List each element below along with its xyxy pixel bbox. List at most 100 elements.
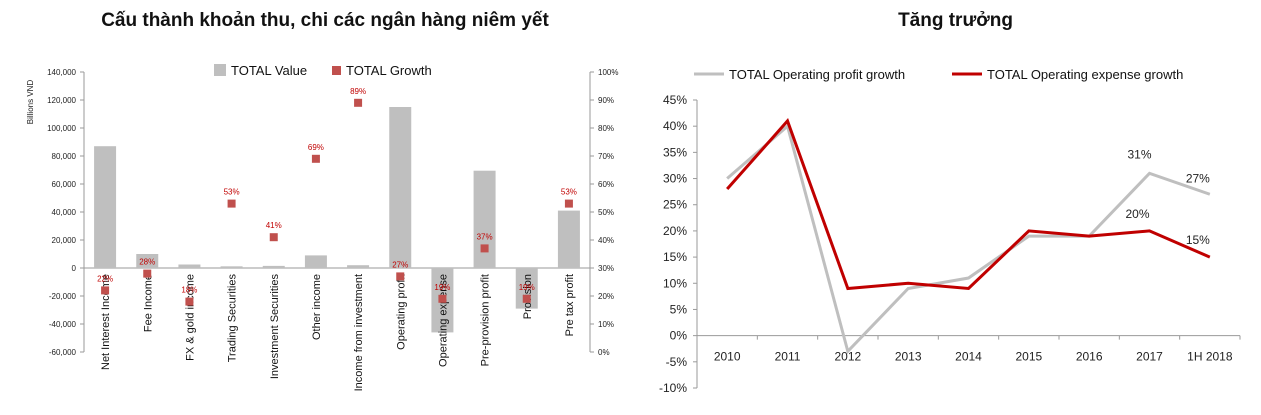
growth-data-label: 27%: [392, 260, 408, 269]
line-data-label: 31%: [1127, 147, 1151, 161]
y2-tick-label: 100%: [598, 68, 618, 77]
series-line-operating-expense: [726, 118, 1211, 291]
x-category-label: 2010: [714, 350, 741, 364]
y2-tick-label: 0%: [598, 348, 610, 357]
x-category-label: Net Interest Income: [100, 274, 112, 370]
growth-marker: [101, 286, 110, 295]
growth-marker: [269, 233, 278, 242]
y-tick-label: 15%: [663, 250, 687, 264]
growth-data-label: 19%: [519, 283, 535, 292]
y2-tick-label: 30%: [598, 264, 614, 273]
y-tick-label: 0: [72, 264, 77, 273]
line-data-label: 20%: [1125, 207, 1149, 221]
y-tick-label: -40,000: [49, 320, 77, 329]
growth-marker: [185, 297, 194, 306]
y-axis-label: Billions VND: [26, 80, 35, 125]
growth-marker: [311, 154, 320, 163]
x-category-label: 2015: [1015, 350, 1042, 364]
line-data-label: 27%: [1186, 171, 1210, 185]
legend-swatch-value: [214, 64, 226, 76]
y2-tick-label: 70%: [598, 152, 614, 161]
y2-tick-label: 80%: [598, 124, 614, 133]
growth-marker: [480, 244, 489, 253]
bar-value: [94, 146, 117, 268]
y-tick-label: -5%: [666, 355, 688, 369]
y-tick-label: 80,000: [52, 152, 77, 161]
y-tick-label: -60,000: [49, 348, 77, 357]
x-category-label: Fee Income: [142, 274, 154, 332]
x-category-label: 2011: [775, 350, 801, 364]
bar-value: [136, 254, 159, 268]
y-tick-label: -20,000: [49, 292, 77, 301]
y2-tick-label: 40%: [598, 236, 614, 245]
growth-data-label: 69%: [308, 143, 324, 152]
x-category-label: 2016: [1076, 350, 1103, 364]
y-tick-label: 20,000: [52, 236, 77, 245]
line-data-label: 15%: [1186, 233, 1210, 247]
bar-value: [515, 268, 538, 309]
x-category-label: Pre tax profit: [564, 274, 576, 336]
bar-chart-left: -60,000 -40,000 -20,000 0 20,000 40,000 60,000…: [26, 63, 618, 391]
y-tick-label: 40%: [663, 119, 687, 133]
y-tick-label: 10%: [663, 276, 687, 290]
legend-label-growth: TOTAL Growth: [346, 63, 432, 78]
y2-tick-label: 60%: [598, 180, 614, 189]
x-category-label: 2013: [895, 350, 922, 364]
growth-data-label: 53%: [561, 188, 577, 197]
x-category-label: Operating profit: [395, 274, 407, 350]
growth-data-label: 37%: [477, 232, 493, 241]
y-tick-label: 60,000: [52, 180, 77, 189]
x-category-label: 2014: [955, 350, 982, 364]
bar-value: [557, 210, 580, 268]
growth-marker: [522, 294, 531, 303]
y2-tick-label: 20%: [598, 292, 614, 301]
growth-data-label: 28%: [139, 258, 155, 267]
chart-title-left: Cấu thành khoản thu, chi các ngân hàng n…: [101, 10, 549, 31]
y-tick-label: 45%: [663, 93, 687, 107]
growth-data-label: 53%: [224, 188, 240, 197]
y2-tick-label: 50%: [598, 208, 614, 217]
y-tick-label: 140,000: [47, 68, 76, 77]
y-tick-label: -10%: [659, 381, 687, 395]
bar-value: [262, 265, 285, 268]
bar-value: [473, 170, 496, 268]
y-tick-label: 100,000: [47, 124, 76, 133]
growth-data-label: 89%: [350, 87, 366, 96]
x-category-label: 2012: [834, 350, 861, 364]
growth-marker: [143, 269, 152, 278]
x-category-label: 1H 2018: [1187, 350, 1233, 364]
growth-data-label: 22%: [97, 274, 113, 283]
series-line-operating-profit: [726, 123, 1211, 355]
legend-label-operating-expense: TOTAL Operating expense growth: [987, 67, 1183, 82]
growth-marker: [438, 294, 447, 303]
x-category-label: Other income: [311, 274, 323, 340]
x-category-label: Investment Securities: [269, 274, 281, 380]
growth-data-label: 19%: [434, 283, 450, 292]
bar-value: [304, 255, 327, 268]
x-category-label: FX & gold income: [184, 274, 196, 361]
y2-tick-label: 10%: [598, 320, 614, 329]
legend-label-operating-profit: TOTAL Operating profit growth: [729, 67, 905, 82]
growth-marker: [354, 98, 363, 107]
growth-data-label: 18%: [181, 286, 197, 295]
x-category-label: 2017: [1136, 350, 1163, 364]
bar-value: [347, 265, 370, 268]
y-tick-label: 0%: [670, 329, 688, 343]
bar-value: [178, 264, 201, 268]
y2-tick-label: 90%: [598, 96, 614, 105]
y-tick-label: 120,000: [47, 96, 76, 105]
legend-swatch-growth: [332, 66, 341, 75]
y-tick-label: 30%: [663, 172, 687, 186]
bar-value: [220, 266, 243, 268]
y-tick-label: 5%: [670, 302, 688, 316]
y-tick-label: 25%: [663, 198, 687, 212]
growth-marker: [227, 199, 236, 208]
x-category-label: Trading Securities: [227, 274, 239, 363]
y-tick-label: 20%: [663, 224, 687, 238]
x-category-label: Income from investment: [353, 274, 365, 391]
bar-value: [389, 107, 412, 268]
chart-title-right: Tăng trưởng: [898, 10, 1013, 31]
x-category-label: Pre-provision profit: [480, 274, 492, 366]
y-tick-label: 40,000: [52, 208, 77, 217]
growth-marker: [564, 199, 573, 208]
